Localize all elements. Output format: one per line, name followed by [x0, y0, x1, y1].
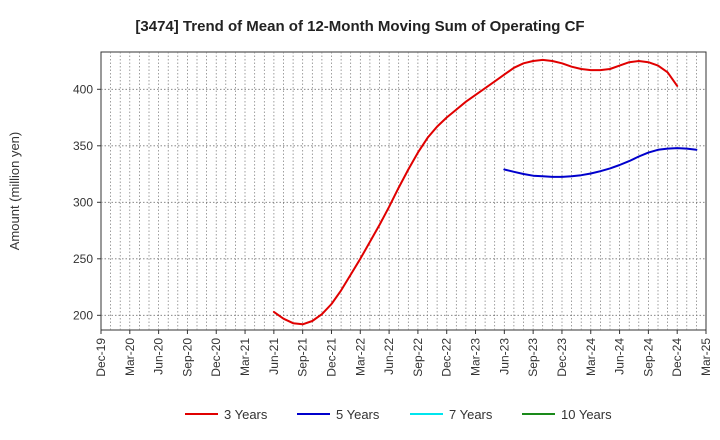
x-tick-label: Sep-22 — [411, 338, 425, 377]
x-tick-label: Mar-20 — [123, 338, 137, 376]
series-lines — [272, 58, 698, 326]
x-tick-label: Jun-20 — [152, 338, 166, 375]
plot-area — [100, 51, 707, 331]
y-tick-labels: 200 250 300 350 400 — [73, 82, 101, 322]
x-tick-label: Jun-24 — [613, 338, 627, 375]
x-tick-labels: Dec-19 Mar-20 Jun-20 Sep-20 Dec-20 Mar-21 Jun-… — [94, 330, 713, 377]
x-tick-label: Jun-22 — [382, 338, 396, 375]
x-tick-label: Sep-21 — [296, 338, 310, 377]
x-tick-label: Dec-23 — [555, 338, 569, 377]
x-tick-label: Sep-20 — [180, 338, 194, 377]
x-tick-label: Mar-24 — [584, 338, 598, 376]
y-tick-label: 350 — [73, 139, 93, 153]
x-tick-label: Dec-24 — [670, 338, 684, 377]
x-tick-label: Sep-24 — [641, 338, 655, 377]
x-tick-label: Dec-22 — [440, 338, 454, 377]
x-tick-label: Mar-21 — [238, 338, 252, 376]
x-tick-label: Dec-20 — [209, 338, 223, 377]
chart-title: [3474] Trend of Mean of 12-Month Moving … — [135, 18, 584, 35]
x-tick-label: Mar-23 — [469, 338, 483, 376]
series-line-5-years — [503, 147, 698, 178]
legend-label: 10 Years — [561, 407, 612, 422]
x-tick-label: Jun-23 — [497, 338, 511, 375]
x-tick-label: Sep-23 — [526, 338, 540, 377]
y-tick-label: 200 — [73, 308, 93, 322]
legend: 3 Years 5 Years 7 Years 10 Years — [185, 407, 612, 422]
y-tick-label: 250 — [73, 252, 93, 266]
y-tick-label: 400 — [73, 82, 93, 96]
y-axis-label: Amount (million yen) — [7, 132, 22, 251]
x-tick-label: Dec-19 — [94, 338, 108, 377]
legend-label: 5 Years — [336, 407, 380, 422]
legend-label: 3 Years — [224, 407, 268, 422]
y-tick-label: 300 — [73, 195, 93, 209]
series-line-3-years — [272, 58, 679, 326]
x-tick-label: Dec-21 — [325, 338, 339, 377]
x-tick-label: Mar-22 — [353, 338, 367, 376]
x-tick-label: Mar-25 — [699, 338, 713, 376]
legend-label: 7 Years — [449, 407, 493, 422]
x-tick-label: Jun-21 — [267, 338, 281, 375]
grid — [101, 52, 706, 330]
